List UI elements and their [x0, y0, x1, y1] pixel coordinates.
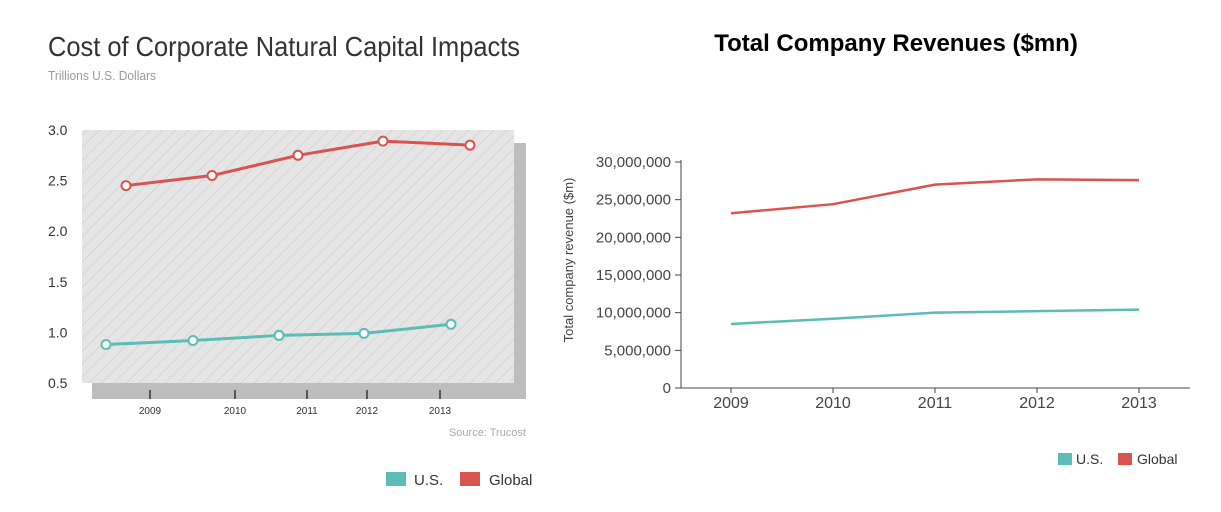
left-x-tick-label: 2012 — [356, 406, 379, 417]
right-legend-us-swatch — [1058, 453, 1072, 465]
right-y-tick-label: 10,000,000 — [596, 305, 671, 322]
right-x-tick-label: 2012 — [1019, 395, 1055, 412]
left-chart-source: Source: Trucost — [449, 427, 526, 439]
left-data-point-us — [358, 327, 370, 339]
left-plot-area — [82, 130, 514, 383]
left-y-tick-label: 2.0 — [48, 223, 68, 239]
left-data-point-global — [292, 149, 304, 161]
left-data-point-global — [206, 170, 218, 182]
right-x-axis: 2009 2010 2011 2012 2013 — [713, 388, 1157, 412]
left-chart-subtitle: Trillions U.S. Dollars — [48, 68, 156, 83]
right-y-tick-label: 0 — [663, 380, 671, 397]
left-y-tick-label: 0.5 — [48, 375, 68, 391]
right-x-tick-label: 2011 — [918, 395, 953, 412]
left-legend-global-label: Global — [489, 472, 532, 489]
right-y-axis-label: Total company revenue ($m) — [561, 178, 576, 343]
right-y-axis: 30,000,000 25,000,000 20,000,000 15,000,000… — [596, 154, 681, 397]
left-x-tick-label: 2013 — [429, 406, 452, 417]
left-data-point-global — [120, 180, 132, 192]
left-y-tick-label: 1.0 — [48, 324, 68, 340]
right-legend: U.S. Global — [1058, 451, 1177, 467]
left-chart-title: Cost of Corporate Natural Capital Impact… — [48, 31, 520, 62]
right-y-tick-label: 30,000,000 — [596, 154, 671, 171]
right-x-tick-label: 2010 — [815, 395, 851, 412]
right-legend-us-label: U.S. — [1076, 451, 1103, 467]
left-data-point-us — [187, 334, 199, 346]
left-chart: Cost of Corporate Natural Capital Impact… — [48, 31, 532, 489]
left-y-tick-label: 3.0 — [48, 122, 68, 138]
right-legend-global-swatch — [1118, 453, 1132, 465]
left-data-point-us — [100, 339, 112, 351]
right-x-tick-label: 2013 — [1121, 395, 1157, 412]
right-chart-title: Total Company Revenues ($mn) — [714, 30, 1078, 57]
right-series-group — [730, 178, 1140, 326]
right-series-line-us — [730, 308, 1140, 326]
left-x-tick-label: 2009 — [139, 406, 162, 417]
right-y-tick-label: 20,000,000 — [596, 229, 671, 246]
left-legend-global-swatch — [460, 472, 480, 486]
left-legend: U.S. Global — [386, 472, 532, 489]
right-legend-global-label: Global — [1137, 451, 1177, 467]
right-y-tick-label: 5,000,000 — [604, 342, 671, 359]
right-series-line-global — [730, 178, 1140, 215]
left-y-axis: 3.0 2.5 2.0 1.5 1.0 0.5 — [48, 122, 68, 391]
left-legend-us-label: U.S. — [414, 472, 443, 489]
left-x-tick-label: 2010 — [224, 406, 247, 417]
right-chart: Total Company Revenues ($mn) Total compa… — [561, 30, 1190, 467]
right-x-tick-label: 2009 — [713, 395, 749, 412]
left-data-point-us — [445, 318, 457, 330]
left-data-point-global — [464, 139, 476, 151]
right-y-tick-label: 25,000,000 — [596, 192, 671, 209]
left-data-point-us — [273, 329, 285, 341]
left-y-tick-label: 2.5 — [48, 173, 68, 189]
left-x-tick-label: 2011 — [296, 406, 318, 417]
left-legend-us-swatch — [386, 472, 406, 486]
left-series-group — [100, 135, 476, 351]
left-data-point-global — [377, 135, 389, 147]
left-x-axis: 2009 2010 2011 2012 2013 — [139, 390, 452, 417]
right-y-tick-label: 15,000,000 — [596, 267, 671, 284]
left-y-tick-label: 1.5 — [48, 274, 68, 290]
